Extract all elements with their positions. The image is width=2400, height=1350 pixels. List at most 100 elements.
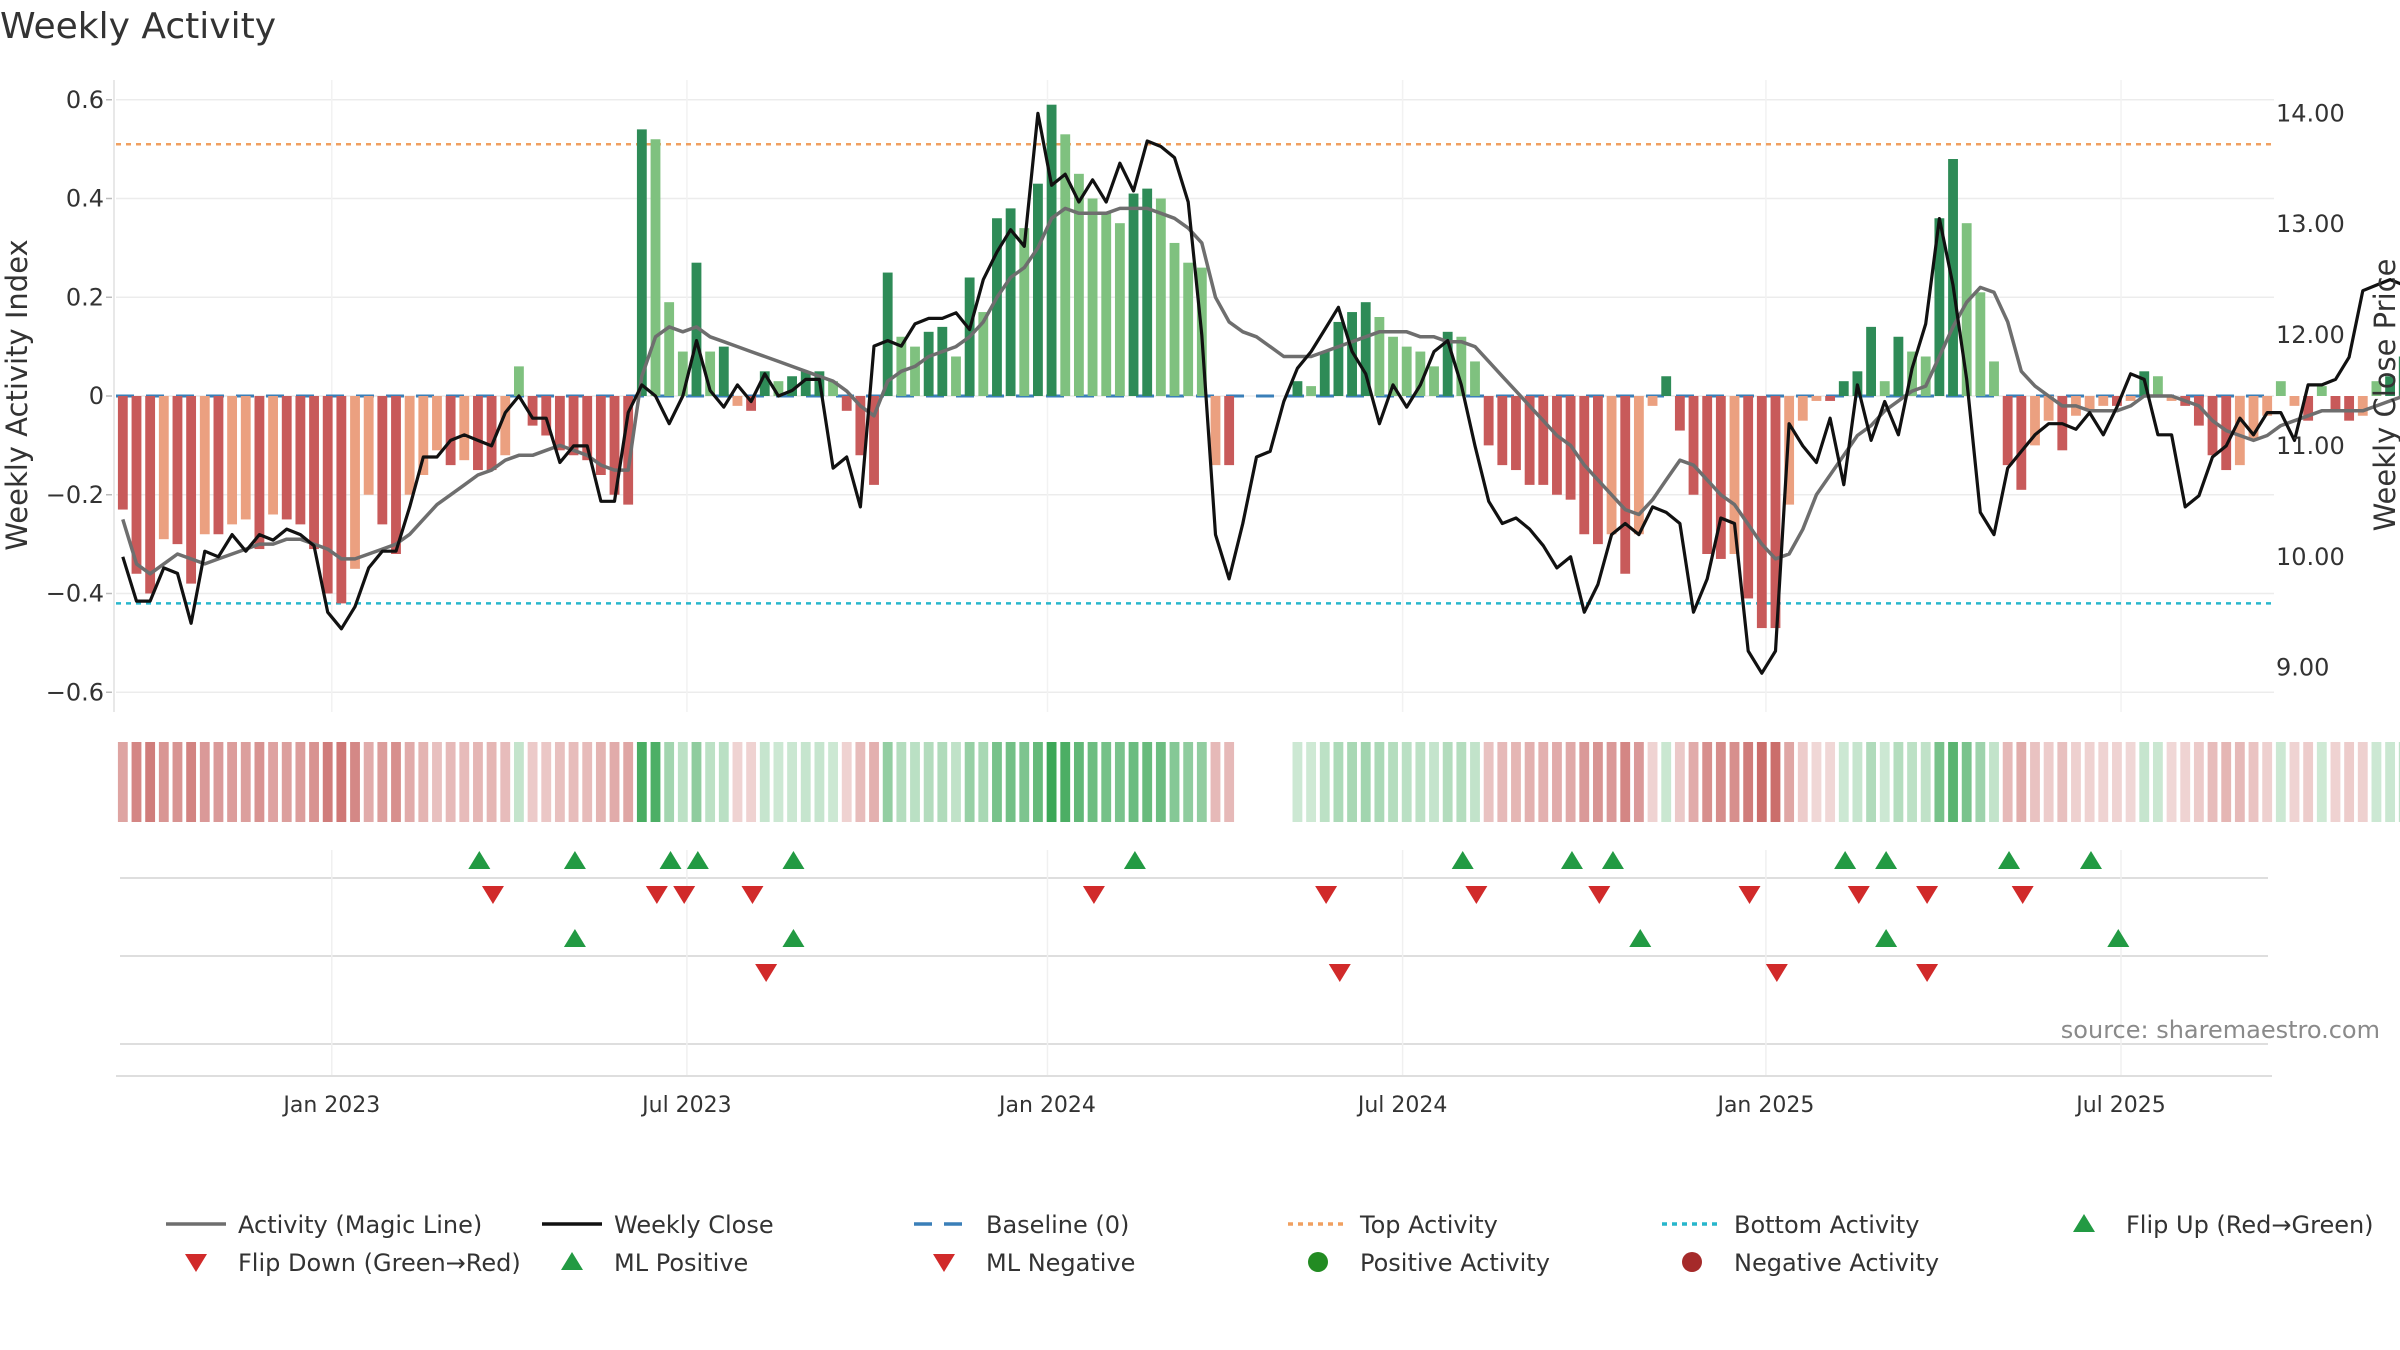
- heat-cell: [978, 742, 989, 822]
- heat-cell: [1989, 742, 1999, 822]
- heat-cell: [1114, 742, 1125, 822]
- activity-bar: [2289, 396, 2300, 406]
- activity-bar: [1975, 292, 1986, 396]
- heat-cell: [828, 742, 838, 822]
- heat-cell: [609, 742, 620, 822]
- legend-symbol: [561, 1252, 583, 1270]
- activity-bar: [1866, 326, 1876, 396]
- heat-cell: [1948, 742, 1958, 822]
- ml-negative-marker: [755, 964, 778, 982]
- heat-cell: [2371, 742, 2382, 822]
- heat-cell: [1729, 742, 1740, 822]
- activity-bar: [227, 396, 238, 525]
- heat-cell: [1224, 742, 1235, 822]
- heat-cell: [2344, 742, 2355, 822]
- heat-cell: [2330, 742, 2341, 822]
- heat-cell: [514, 742, 524, 822]
- x-tick-label: Jan 2025: [1715, 1093, 1814, 1118]
- activity-bar: [1879, 381, 1890, 396]
- activity-bar: [650, 139, 661, 396]
- heat-cell: [1784, 742, 1795, 822]
- heat-cell: [2234, 742, 2245, 822]
- activity-bar: [1770, 396, 1781, 629]
- heat-cell: [1811, 742, 1822, 822]
- activity-bar: [1319, 351, 1330, 396]
- heat-cell: [445, 742, 456, 822]
- activity-bar: [268, 396, 278, 515]
- activity-bar: [1470, 361, 1480, 396]
- activity-bar: [1169, 242, 1180, 396]
- activity-bar: [2030, 396, 2040, 446]
- flip-up-marker: [468, 851, 491, 869]
- activity-bar: [664, 302, 675, 396]
- activity-bar: [2193, 396, 2204, 426]
- x-tick-label: Jul 2023: [640, 1093, 732, 1118]
- legend-label: Bottom Activity: [1734, 1211, 1919, 1239]
- activity-bar: [172, 396, 183, 545]
- activity-bar: [595, 396, 606, 475]
- heat-cell: [1674, 742, 1685, 822]
- ml-positive-marker: [782, 929, 805, 947]
- heat-cell: [705, 742, 716, 822]
- heat-cell: [1401, 742, 1412, 822]
- heat-cell: [1825, 742, 1836, 822]
- activity-bar: [2262, 396, 2273, 416]
- activity-bar: [541, 396, 552, 436]
- heat-cell: [1907, 742, 1917, 822]
- heat-cell: [295, 742, 306, 822]
- activity-bar: [2344, 396, 2355, 421]
- flip-up-marker: [686, 851, 709, 869]
- flip-up-marker: [2079, 851, 2102, 869]
- heat-cell: [1770, 742, 1781, 822]
- flip-down-marker: [673, 886, 696, 904]
- activity-bar: [1388, 336, 1398, 396]
- activity-bar: [1019, 228, 1030, 396]
- y-right-tick-label: 14.00: [2276, 99, 2345, 127]
- heat-cell: [896, 742, 907, 822]
- y-tick-label: −0.6: [46, 678, 104, 706]
- heat-cell: [882, 742, 893, 822]
- heat-cell: [1797, 742, 1808, 822]
- heat-cell: [227, 742, 238, 822]
- heat-cell: [1633, 742, 1644, 822]
- heat-cell: [1470, 742, 1480, 822]
- heat-cell: [473, 742, 483, 822]
- activity-bar: [2152, 376, 2163, 396]
- heat-cell: [131, 742, 142, 822]
- heat-cell: [1838, 742, 1849, 822]
- activity-bar: [486, 396, 497, 471]
- heat-cell: [1852, 742, 1863, 822]
- heat-cell: [964, 742, 975, 822]
- activity-bar: [691, 262, 702, 396]
- heat-cell: [1306, 742, 1317, 822]
- heat-cell: [1975, 742, 1986, 822]
- activity-bar: [1743, 396, 1754, 599]
- heat-cell: [2275, 742, 2286, 822]
- activity-bar: [2398, 356, 2400, 396]
- ml-positive-marker: [2107, 929, 2130, 947]
- activity-bar: [1511, 396, 1521, 471]
- activity-bar: [1374, 317, 1385, 396]
- activity-bar: [609, 396, 620, 495]
- heat-cell: [1606, 742, 1617, 822]
- activity-bar: [2303, 396, 2314, 421]
- activity-bar: [1593, 396, 1603, 545]
- activity-bar: [1114, 223, 1125, 396]
- y-tick-label: −0.2: [46, 481, 104, 509]
- heat-cell: [1196, 742, 1207, 822]
- ml-negative-marker: [1765, 964, 1788, 982]
- heat-cell: [391, 742, 401, 822]
- flip-markers: [116, 850, 2272, 1077]
- heat-cell: [718, 742, 729, 822]
- legend-symbol: [185, 1254, 207, 1272]
- heat-cell: [2289, 742, 2300, 822]
- flip-up-marker: [1601, 851, 1624, 869]
- activity-bar: [923, 331, 934, 396]
- activity-bar: [1715, 396, 1726, 559]
- activity-bar: [800, 371, 811, 396]
- activity-bar: [2002, 396, 2013, 466]
- x-tick-label: Jul 2025: [2074, 1093, 2166, 1118]
- activity-bar: [2166, 396, 2177, 401]
- activity-bar: [350, 396, 360, 569]
- heat-cell: [172, 742, 183, 822]
